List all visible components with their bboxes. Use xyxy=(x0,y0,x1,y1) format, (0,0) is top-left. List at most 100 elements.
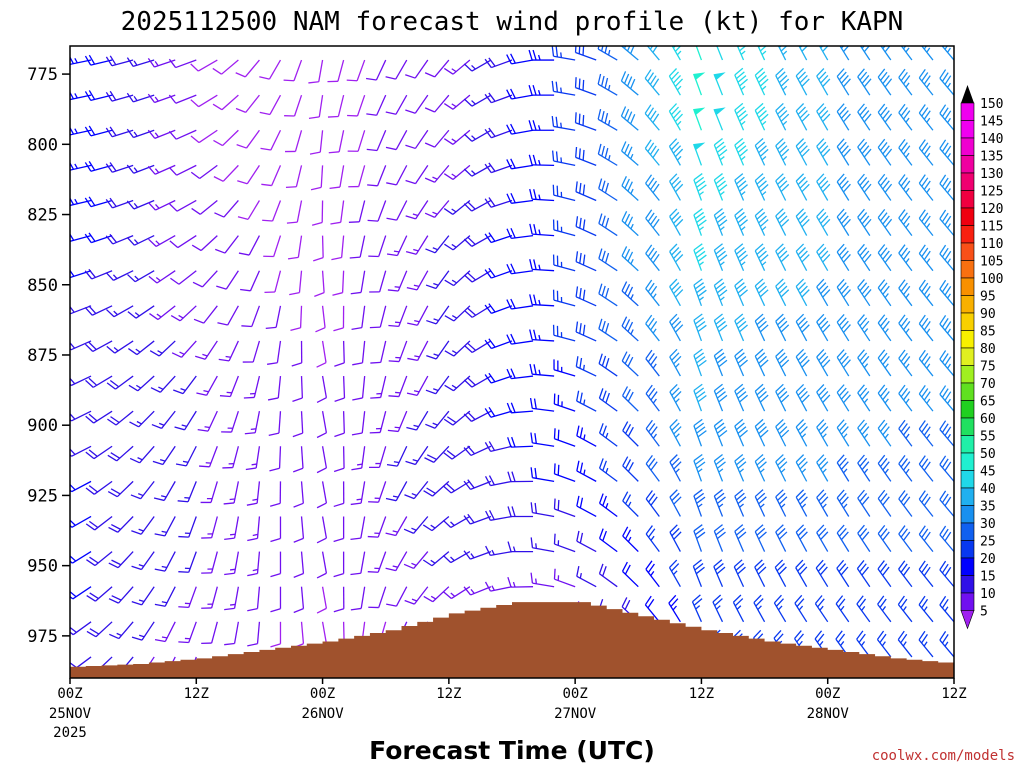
color-bar-label: 140 xyxy=(980,132,1003,147)
wind-barb xyxy=(644,46,660,61)
wind-barb xyxy=(794,594,808,623)
wind-barb xyxy=(857,103,872,131)
color-bar-segment xyxy=(960,505,975,524)
wind-barb xyxy=(331,235,345,261)
wind-barb xyxy=(346,59,366,82)
wind-barb xyxy=(877,384,892,412)
wind-barb xyxy=(84,340,113,353)
wind-barb xyxy=(877,279,892,307)
wind-barb xyxy=(130,480,155,500)
wind-barb xyxy=(816,348,831,377)
wind-barb xyxy=(553,533,576,553)
wind-barb xyxy=(816,173,831,201)
wind-barb xyxy=(507,436,534,448)
wind-barb xyxy=(178,551,197,573)
color-bar-segment xyxy=(960,242,975,261)
wind-barb xyxy=(857,384,871,412)
color-bar-segment xyxy=(960,382,975,401)
wind-barb xyxy=(327,59,345,83)
color-bar-segment xyxy=(960,137,975,156)
wind-barb xyxy=(575,216,597,237)
color-bar-label: 55 xyxy=(980,430,996,445)
wind-barb xyxy=(551,116,576,131)
wind-barb xyxy=(424,59,450,78)
wind-barb xyxy=(246,481,261,506)
wind-barb xyxy=(645,384,660,412)
wind-barb xyxy=(196,375,218,396)
wind-barb xyxy=(221,410,239,433)
wind-barb xyxy=(575,146,597,166)
wind-barb xyxy=(484,441,513,453)
wind-barb xyxy=(405,129,429,150)
wind-barb xyxy=(669,278,684,307)
wind-barb xyxy=(293,481,304,508)
wind-barb xyxy=(669,313,684,342)
wind-barb xyxy=(857,314,871,342)
wind-barb xyxy=(366,94,387,116)
wind-barb xyxy=(877,208,893,236)
wind-barb xyxy=(154,516,176,537)
wind-barb xyxy=(795,559,808,588)
wind-barb xyxy=(168,129,197,140)
wind-barb xyxy=(713,173,728,201)
wind-barb xyxy=(334,411,345,438)
wind-barb xyxy=(553,393,576,412)
wind-barb xyxy=(70,445,71,455)
wind-barb xyxy=(329,165,345,190)
wind-barb xyxy=(795,419,808,447)
wind-barb xyxy=(713,208,728,236)
wind-barb xyxy=(149,340,176,357)
wind-barb xyxy=(621,281,639,307)
wind-barb xyxy=(551,46,576,61)
wind-barb xyxy=(898,279,913,307)
wind-barb xyxy=(484,197,513,208)
wind-barb xyxy=(669,173,684,201)
wind-barb xyxy=(668,559,681,588)
wind-barb xyxy=(107,480,134,498)
wind-barb xyxy=(795,103,810,131)
wind-barb xyxy=(877,68,893,96)
wind-barb xyxy=(897,630,913,658)
wind-barb xyxy=(192,270,218,288)
wind-barb xyxy=(773,594,787,623)
wind-barb xyxy=(351,411,366,436)
wind-barb xyxy=(484,162,513,174)
wind-barb xyxy=(877,103,893,131)
color-bar-segment xyxy=(960,312,975,331)
wind-barb xyxy=(369,305,387,329)
wind-barb xyxy=(644,595,660,623)
x-tick-year: 2025 xyxy=(53,725,87,741)
wind-barb xyxy=(315,305,326,333)
wind-barb xyxy=(247,621,261,647)
wind-barb xyxy=(816,419,829,447)
wind-barb xyxy=(425,375,450,395)
wind-barb xyxy=(939,630,954,658)
wind-barb xyxy=(898,490,913,517)
wind-barb xyxy=(645,244,660,272)
wind-barb xyxy=(754,348,769,377)
wind-barb xyxy=(795,138,810,166)
wind-barb xyxy=(918,420,934,447)
wind-barb xyxy=(939,279,954,307)
wind-barb xyxy=(269,446,282,472)
wind-barb xyxy=(404,586,429,605)
wind-barb xyxy=(795,348,810,377)
wind-barb xyxy=(836,243,851,272)
wind-barb xyxy=(126,57,155,67)
wind-barb xyxy=(171,340,197,358)
wind-barb xyxy=(169,199,197,212)
wind-barb xyxy=(734,313,748,342)
wind-barb xyxy=(190,129,218,144)
wind-barb xyxy=(734,173,748,201)
wind-barb xyxy=(85,515,113,531)
color-bar-segment xyxy=(960,365,975,384)
x-tick-date: 26NOV xyxy=(301,706,344,722)
wind-barb xyxy=(598,528,618,553)
wind-barb xyxy=(463,479,492,490)
color-bar-segment xyxy=(960,540,975,559)
color-bar-segment xyxy=(960,557,975,576)
wind-barb xyxy=(598,248,618,272)
wind-barb xyxy=(224,516,240,541)
wind-barb xyxy=(620,71,639,96)
wind-barb xyxy=(147,164,176,175)
